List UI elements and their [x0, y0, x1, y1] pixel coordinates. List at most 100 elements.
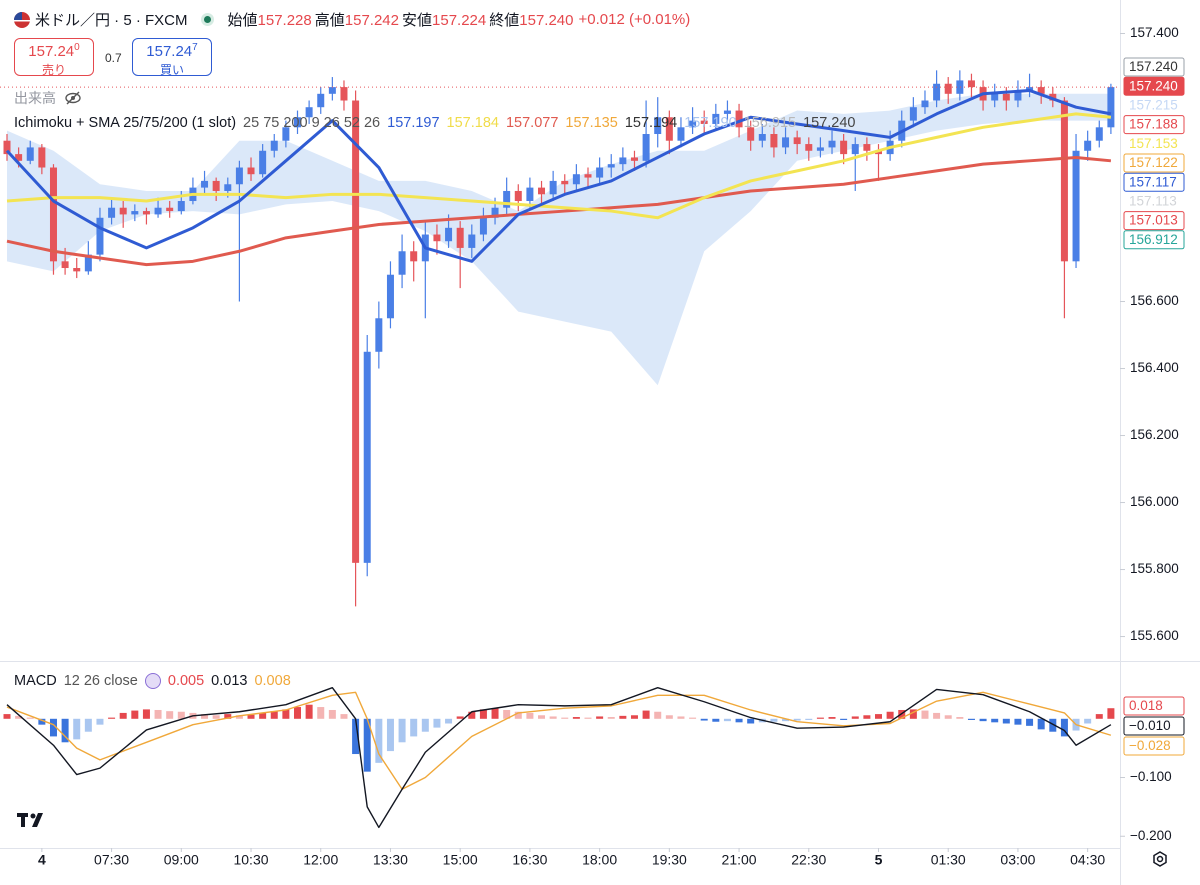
macd-histogram-bar	[479, 709, 487, 719]
candle-body	[619, 157, 627, 165]
macd-histogram-bar	[363, 718, 371, 772]
macd-histogram-bar	[630, 715, 638, 719]
macd-histogram-bar	[584, 717, 592, 719]
candle-body	[1002, 93, 1010, 101]
price-tag: 157.013	[1123, 211, 1185, 231]
macd-histogram-bar	[84, 718, 92, 732]
volume-legend: 出来高	[14, 88, 82, 108]
candle-body	[398, 251, 406, 275]
macd-histogram-bar	[770, 718, 778, 722]
macd-histogram-bar	[782, 718, 790, 722]
symbol[interactable]: 米ドル／円 · 5 · FXCM	[35, 12, 188, 29]
macd-histogram-bar	[840, 718, 848, 720]
price-tag: 157.240	[1123, 57, 1185, 77]
price-tag: −0.010	[1123, 716, 1185, 736]
macd-histogram-bar	[49, 718, 57, 737]
ohlc-label: 高値	[314, 12, 345, 29]
candle-body	[328, 87, 336, 94]
candle-body	[503, 190, 511, 208]
price-tag-box	[1123, 211, 1185, 231]
y-tick-label: 156.600	[1130, 293, 1179, 308]
x-tick-label: 18:00	[582, 852, 617, 868]
sma-line	[6, 155, 1112, 267]
macd-histogram-bar	[177, 711, 185, 719]
macd-histogram-bar	[119, 712, 127, 719]
price-tag: 156.912	[1123, 230, 1185, 250]
macd-histogram-bar	[166, 711, 174, 719]
macd-histogram-bar	[154, 709, 162, 719]
macd-histogram-bar	[410, 718, 418, 737]
x-tick-label: 09:00	[164, 852, 199, 868]
candle-body	[340, 87, 348, 101]
y-tick-label: 155.800	[1130, 561, 1179, 576]
macd-histogram-bar	[270, 711, 278, 719]
candle-body	[294, 117, 301, 128]
macd-histogram-bar	[967, 718, 975, 720]
candle-body	[270, 140, 278, 151]
ohlc-value: 157.242	[344, 12, 399, 29]
buy-label: 買い	[159, 63, 184, 77]
price-tag-label: 157.240	[1129, 78, 1178, 93]
candle-body	[933, 83, 941, 101]
y-tick-label: 157.400	[1130, 25, 1179, 40]
price-tag-label: 157.215	[1129, 97, 1178, 112]
price-tag: 157.215	[1129, 97, 1178, 112]
candle-body	[96, 217, 104, 255]
candle-body	[909, 107, 917, 121]
candle-body	[921, 100, 929, 108]
candle-body	[514, 190, 522, 202]
x-tick-label: 16:30	[512, 852, 547, 868]
candle-body	[840, 140, 848, 155]
candle-body	[1060, 100, 1068, 262]
change: +0.012 (+0.01%)	[578, 11, 691, 28]
candle-body	[782, 137, 790, 148]
candle-body	[538, 187, 546, 195]
candle-body	[1084, 140, 1092, 151]
x-tick-label: 04:30	[1070, 852, 1105, 868]
buy-button[interactable]: 157.247 買い	[132, 38, 212, 77]
refresh-icon[interactable]	[144, 673, 161, 689]
candle-body	[584, 174, 592, 178]
macd-histogram-bar	[491, 708, 499, 719]
volume-title: 出来高	[14, 90, 56, 106]
price-tag-label: 0.018	[1129, 698, 1163, 713]
macd-histogram-bar	[886, 711, 894, 719]
macd-histogram-bar	[142, 709, 150, 719]
candle-body	[305, 107, 313, 118]
macd-histogram-bar	[1107, 708, 1115, 719]
candle-body	[108, 207, 116, 218]
candle-body	[224, 184, 232, 191]
price-tag-label: 157.122	[1129, 155, 1178, 170]
macd-histogram-bar	[445, 718, 453, 724]
sell-button[interactable]: 157.240 売り	[14, 38, 94, 77]
price-tag-label: 157.117	[1129, 174, 1177, 189]
candle-body	[212, 180, 220, 191]
ohlc: 始値157.228 高値157.242 安値157.224 終値157.240	[225, 9, 574, 30]
candle-body	[967, 80, 975, 88]
candle-body	[61, 261, 69, 269]
price-tag-label: 157.153	[1129, 136, 1178, 151]
candle-body	[758, 134, 766, 141]
macd-value: 0.005	[167, 673, 205, 689]
settings-icon[interactable]	[1153, 851, 1167, 867]
indicator-value: 157.077	[505, 115, 559, 131]
candle-body	[863, 144, 871, 151]
candle-body	[73, 268, 81, 272]
candle-body	[166, 207, 174, 212]
candle-body	[770, 134, 778, 148]
price-tag-box	[1123, 716, 1185, 736]
macd-histogram-bar	[572, 717, 580, 719]
macd-histogram-bar	[851, 716, 859, 719]
hidden-icon[interactable]	[64, 91, 82, 105]
indicator-title[interactable]: Ichimoku + SMA 25/75/200 (1 slot)	[14, 115, 237, 131]
candle-body	[654, 117, 662, 135]
candle-body	[84, 254, 92, 272]
candle-body	[38, 147, 46, 168]
macd-histogram-bar	[805, 718, 813, 720]
macd-title[interactable]: MACD	[14, 673, 57, 689]
candle-body	[526, 187, 534, 202]
price-tag: 0.018	[1123, 696, 1185, 716]
candle-body	[363, 351, 371, 563]
macd-histogram-bar	[665, 715, 673, 719]
